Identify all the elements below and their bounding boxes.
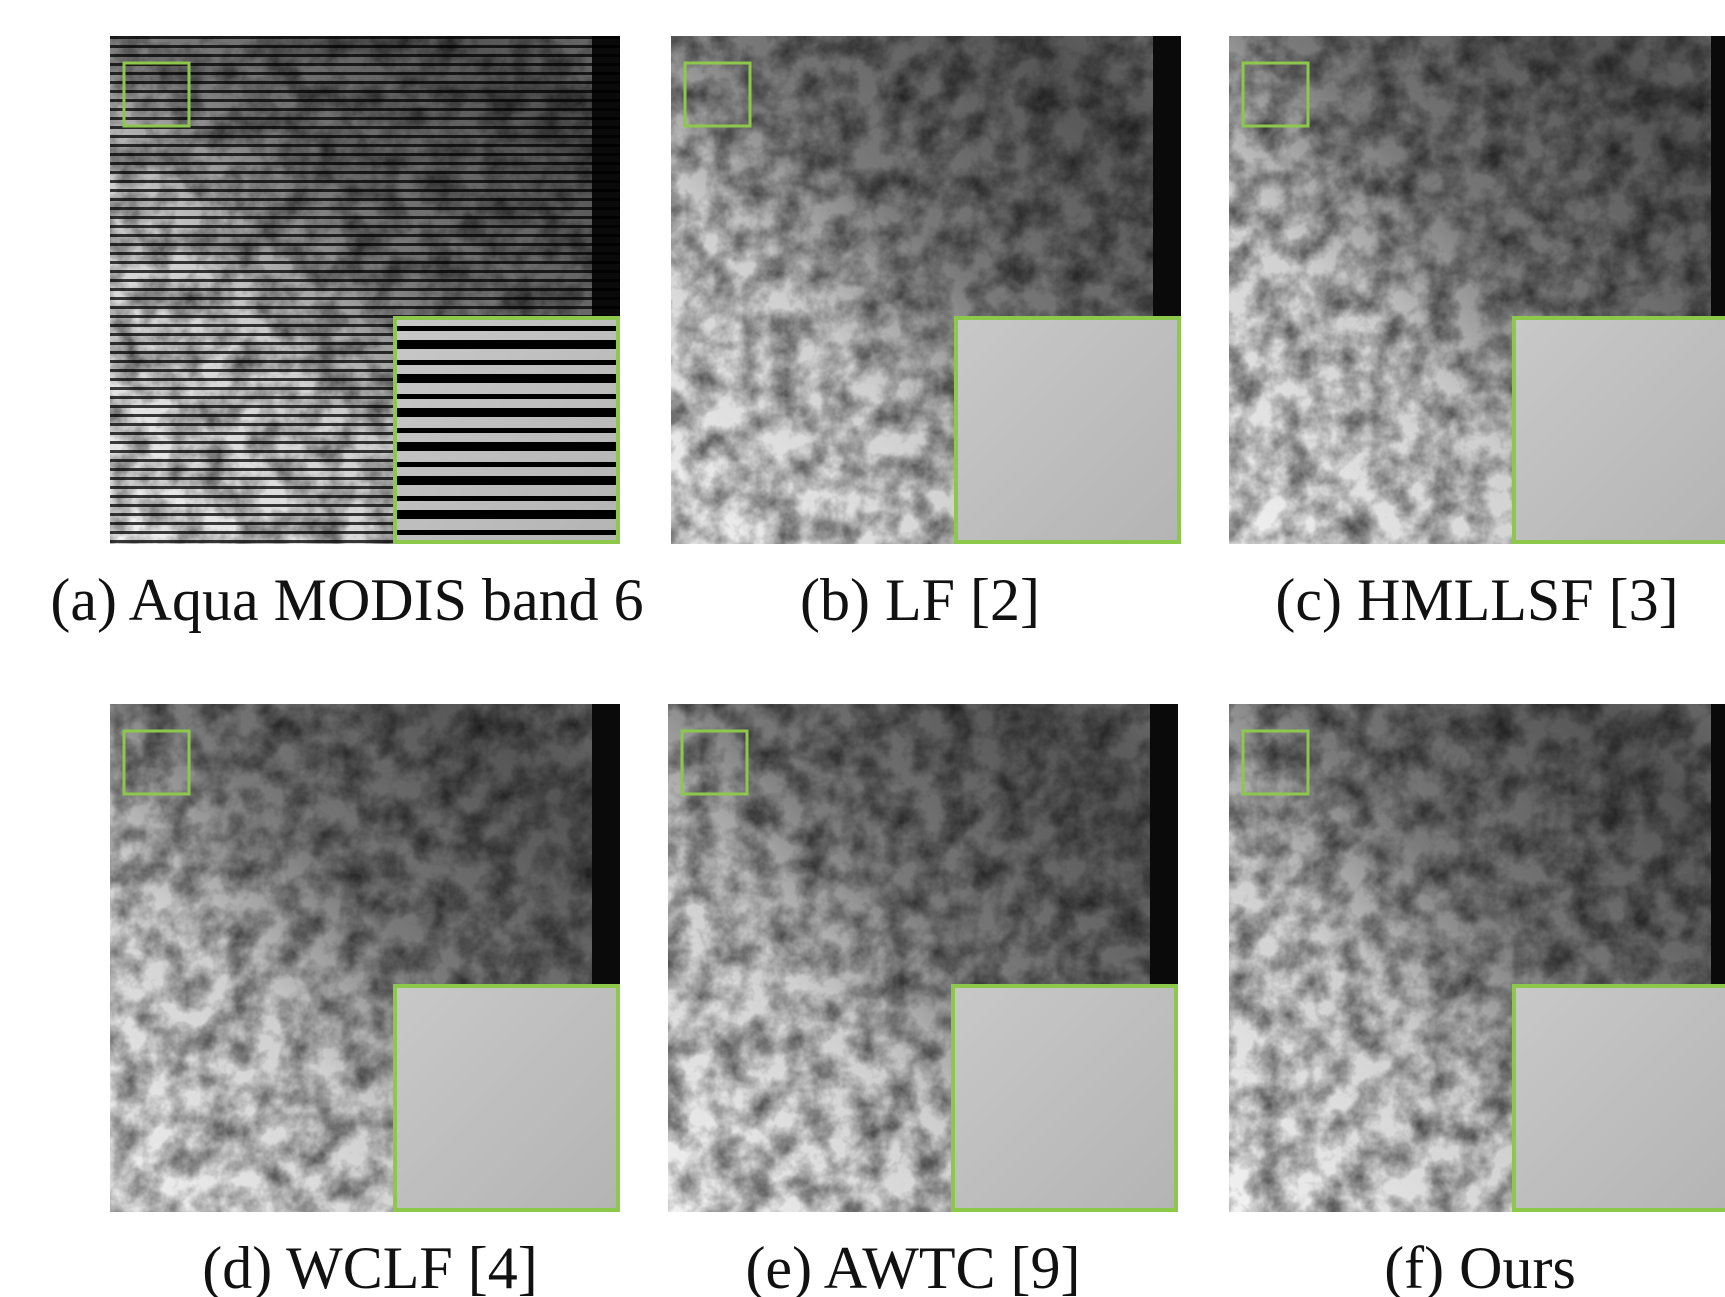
- figure: (a) Aqua MODIS band 6 (b) LF [2] (c) HMLLS…: [0, 0, 1725, 1297]
- caption: (e) AWTC [9]: [745, 1235, 1080, 1297]
- page: (a) Aqua MODIS band 6 (b) LF [2] (c) HMLLS…: [0, 0, 1725, 1297]
- zoom-inset: [956, 318, 1181, 544]
- zoom-inset: [953, 986, 1178, 1212]
- zoom-inset: [395, 986, 620, 1212]
- sea: [1150, 704, 1178, 1009]
- caption: (f) Ours: [1384, 1235, 1576, 1297]
- panel: (c) HMLLSF [3]: [1229, 36, 1725, 633]
- caption: (a) Aqua MODIS band 6: [50, 567, 643, 633]
- caption: (c) HMLLSF [3]: [1275, 567, 1678, 633]
- panel: (b) LF [2]: [671, 36, 1181, 633]
- panel: (a) Aqua MODIS band 6: [50, 36, 643, 633]
- zoom-inset: [1514, 986, 1725, 1212]
- caption: (d) WCLF [4]: [202, 1235, 538, 1297]
- panel: (f) Ours: [1229, 704, 1725, 1297]
- sea: [1711, 704, 1725, 1009]
- panel: (d) WCLF [4]: [110, 704, 620, 1297]
- sea: [1153, 36, 1181, 341]
- caption: (b) LF [2]: [800, 567, 1040, 633]
- zoom-stripes: [395, 318, 620, 544]
- panel: (e) AWTC [9]: [668, 704, 1178, 1297]
- zoom-inset: [1514, 318, 1725, 544]
- sea: [1711, 36, 1725, 341]
- sea: [592, 704, 620, 1009]
